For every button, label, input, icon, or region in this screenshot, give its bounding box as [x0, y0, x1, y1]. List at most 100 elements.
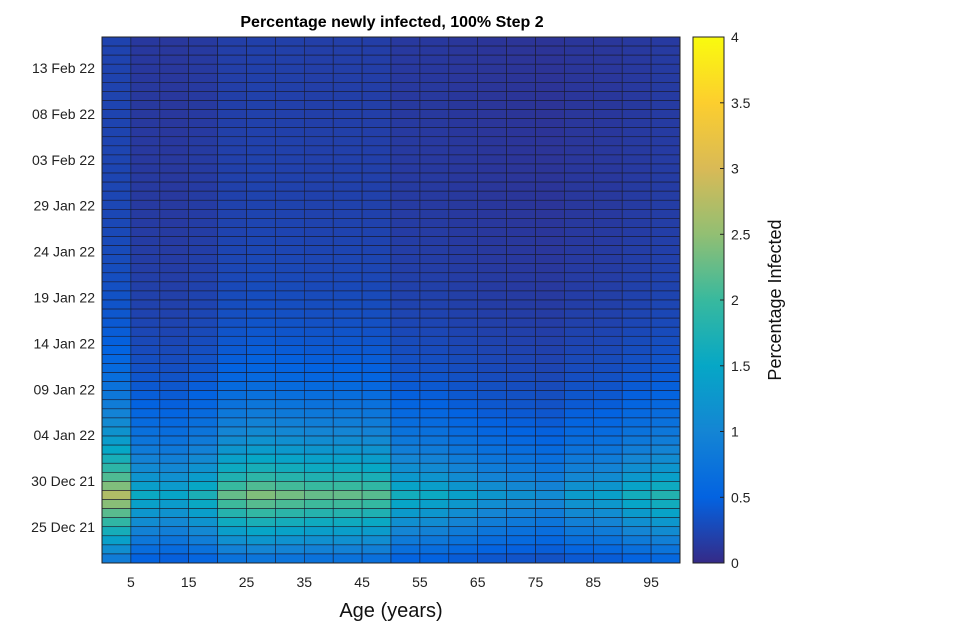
heatmap-cell	[361, 417, 392, 428]
heatmap-cell	[564, 462, 594, 473]
heatmap-cell	[535, 544, 565, 555]
heatmap-cell	[592, 453, 623, 464]
heatmap-cell	[650, 109, 681, 119]
heatmap-cell	[217, 526, 247, 537]
heatmap-cell	[564, 372, 594, 382]
heatmap-cell	[130, 381, 161, 391]
heatmap-cell	[217, 326, 247, 337]
heatmap-cell	[332, 499, 363, 509]
heatmap-cell	[419, 390, 450, 401]
heatmap-cell	[564, 190, 594, 201]
heatmap-cell	[130, 263, 161, 274]
heatmap-cell	[332, 390, 363, 401]
heatmap-cell	[477, 263, 507, 274]
heatmap-cell	[390, 118, 421, 128]
heatmap-cell	[419, 227, 450, 237]
heatmap-cell	[592, 227, 623, 237]
heatmap-cell	[159, 63, 190, 74]
heatmap-cell	[650, 263, 681, 274]
heatmap-cell	[188, 190, 218, 201]
heatmap-cell	[535, 163, 565, 174]
heatmap-cell	[361, 209, 392, 219]
heatmap-cell	[101, 444, 132, 455]
heatmap-cell	[621, 417, 652, 428]
heatmap-cell	[217, 544, 247, 555]
heatmap-cell	[159, 82, 190, 92]
heatmap-cell	[419, 290, 450, 301]
heatmap-cell	[246, 281, 276, 292]
heatmap-cell	[535, 190, 565, 201]
heatmap-cell	[159, 190, 190, 201]
heatmap-cell	[332, 453, 363, 464]
heatmap-cell	[303, 100, 334, 110]
heatmap-cell	[535, 390, 565, 401]
heatmap-cell	[419, 317, 450, 328]
heatmap-cell	[188, 372, 218, 382]
heatmap-cell	[448, 526, 478, 537]
heatmap-cell	[159, 72, 190, 83]
heatmap-cell	[246, 426, 276, 437]
heatmap-cell	[361, 490, 392, 500]
heatmap-cell	[448, 272, 478, 283]
heatmap-cell	[188, 281, 218, 292]
colorbar-tick-label: 4	[731, 29, 739, 45]
heatmap-cell	[506, 109, 536, 119]
heatmap-cell	[303, 190, 334, 201]
heatmap-cell	[332, 335, 363, 346]
heatmap-cell	[621, 63, 652, 74]
heatmap-cell	[246, 363, 276, 373]
heatmap-cell	[361, 227, 392, 237]
heatmap-cell	[188, 499, 218, 509]
heatmap-cell	[332, 290, 363, 301]
heatmap-cell	[506, 154, 536, 165]
heatmap-cell	[275, 354, 305, 364]
heatmap-cell	[275, 526, 305, 537]
heatmap-cell	[130, 199, 161, 210]
heatmap-cell	[477, 335, 507, 346]
heatmap-cell	[217, 308, 247, 319]
heatmap-cell	[361, 263, 392, 274]
heatmap-cell	[246, 490, 276, 500]
heatmap-cell	[101, 199, 132, 210]
heatmap-cell	[650, 190, 681, 201]
heatmap-cell	[303, 553, 334, 564]
heatmap-cell	[332, 181, 363, 192]
heatmap-cell	[246, 372, 276, 382]
heatmap-cell	[303, 172, 334, 183]
heatmap-cell	[246, 154, 276, 165]
heatmap-cell	[303, 535, 334, 546]
heatmap-cell	[390, 417, 421, 428]
heatmap-cell	[332, 526, 363, 537]
heatmap-cell	[303, 526, 334, 537]
heatmap-cell	[592, 54, 623, 65]
heatmap-cell	[592, 553, 623, 564]
heatmap-cell	[448, 426, 478, 437]
heatmap-cell	[506, 435, 536, 446]
heatmap-cell	[246, 209, 276, 219]
heatmap-cell	[101, 245, 132, 255]
heatmap-cell	[564, 63, 594, 74]
heatmap-cell	[448, 326, 478, 337]
heatmap-cell	[592, 508, 623, 518]
heatmap-cell	[246, 444, 276, 455]
heatmap-cell	[159, 526, 190, 537]
heatmap-cell	[621, 299, 652, 310]
heatmap-cell	[101, 109, 132, 119]
heatmap-cell	[101, 326, 132, 337]
y-tick-label: 30 Dec 21	[31, 473, 95, 489]
heatmap-cell	[159, 508, 190, 518]
heatmap-cell	[564, 281, 594, 292]
heatmap-cell	[246, 408, 276, 419]
heatmap-cell	[275, 218, 305, 228]
heatmap-cell	[361, 136, 392, 147]
heatmap-cell	[506, 444, 536, 455]
heatmap-cell	[477, 36, 507, 47]
heatmap-cell	[535, 63, 565, 74]
heatmap-cell	[332, 227, 363, 237]
heatmap-cell	[188, 245, 218, 255]
heatmap-cell	[217, 272, 247, 283]
heatmap-cell	[448, 399, 478, 410]
heatmap-cell	[390, 363, 421, 373]
heatmap-cell	[303, 308, 334, 319]
heatmap-cell	[650, 472, 681, 482]
